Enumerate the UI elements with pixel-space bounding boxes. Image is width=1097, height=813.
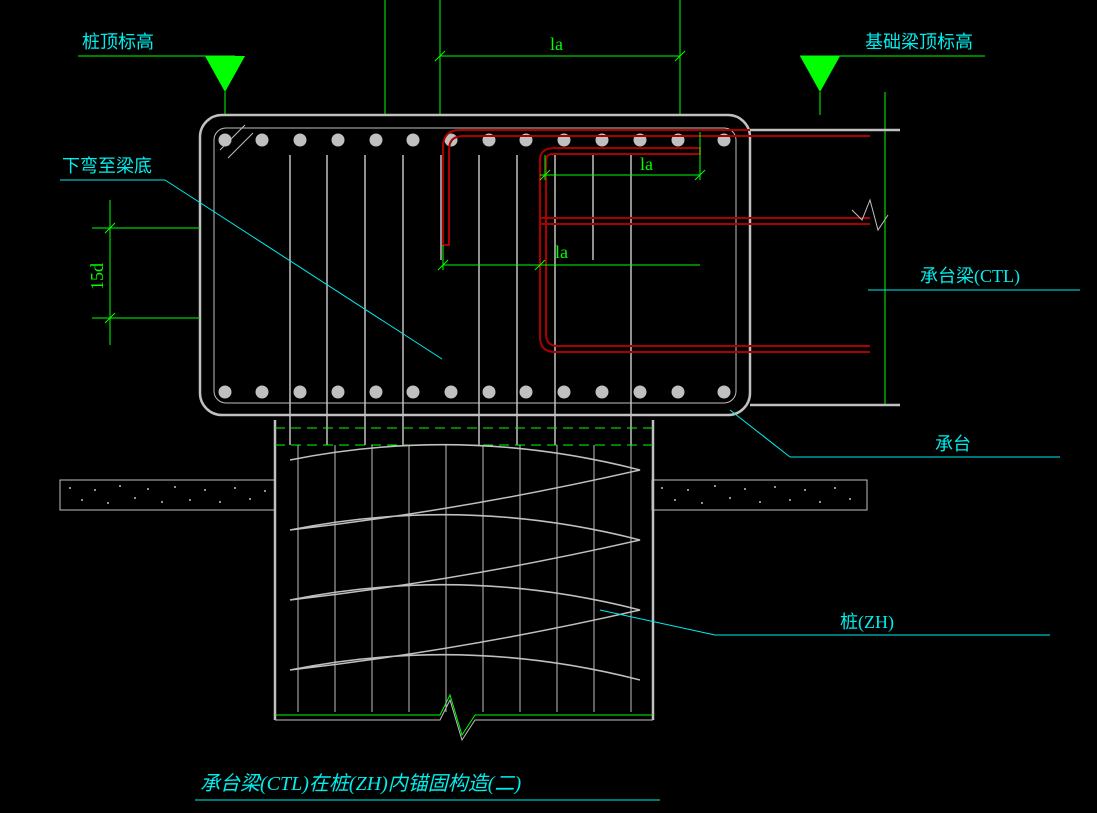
diagram-title: 承台梁(CTL)在桩(ZH)内锚固构造(二)	[200, 773, 521, 795]
dim-la-mid2: la	[555, 242, 568, 262]
pile	[275, 420, 653, 740]
cap-leader: 承台	[730, 410, 1060, 457]
ground-right	[652, 480, 867, 510]
fdn-beam-top-elev-label: 基础梁顶标高	[865, 32, 973, 52]
pile-top-elev-label: 桩顶标高	[82, 32, 154, 52]
bend-leader: 下弯至梁底	[60, 156, 442, 359]
dim-15d-label: 15d	[87, 263, 107, 290]
pile-spiral	[290, 445, 640, 680]
ground-left	[60, 480, 275, 510]
dim-la-top: la	[550, 34, 563, 54]
dim-15d: 15d	[87, 200, 200, 345]
dim-la-mid1: la	[640, 154, 653, 174]
dim-la-inner: la la	[438, 132, 705, 270]
ctl-leader: 承台梁(CTL)	[868, 266, 1080, 290]
cap-label: 承台	[935, 434, 971, 454]
pile-leader: 桩(ZH)	[600, 610, 1050, 635]
cap-vertical-bars	[290, 155, 631, 445]
bend-to-bottom-label: 下弯至梁底	[62, 156, 152, 176]
red-rebar	[443, 130, 888, 352]
ctl-beam-label: 承台梁(CTL)	[920, 266, 1020, 287]
cad-diagram: 桩顶标高 基础梁顶标高 la	[0, 0, 1097, 813]
rebar-dots-bottom	[219, 386, 730, 398]
pile-label: 桩(ZH)	[840, 612, 894, 633]
pile-vertical-bars	[298, 445, 631, 712]
